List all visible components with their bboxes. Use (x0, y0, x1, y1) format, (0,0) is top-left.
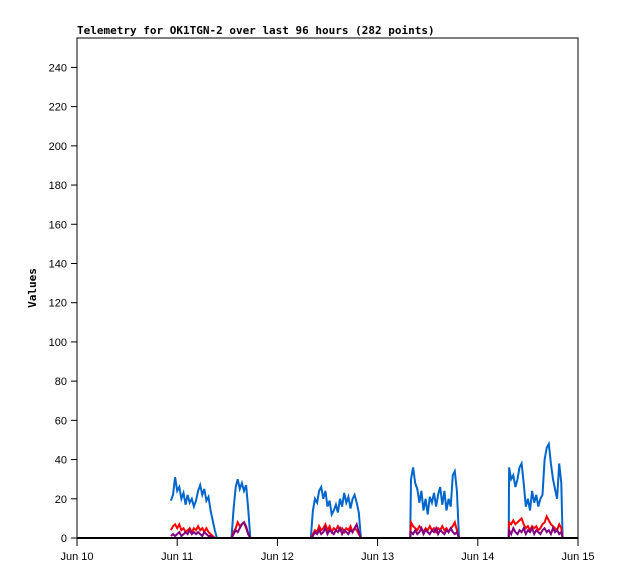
y-axis-label: Values (26, 268, 39, 308)
y-tick-label: 120 (49, 298, 67, 310)
series-line-purple (170, 520, 564, 539)
y-tick-label: 80 (55, 376, 67, 388)
x-tick-label: Jun 15 (561, 551, 594, 563)
y-tick-label: 60 (55, 415, 67, 427)
series-line-blue (169, 440, 564, 539)
y-tick-label: 40 (55, 455, 67, 467)
axis-layer: 0 20 40 60 80 100 120 140 160 180 200 220 240 Jun 10 J… (49, 37, 595, 563)
y-tick-label: 20 (55, 494, 67, 506)
plot-frame (76, 37, 579, 539)
x-tick-label: Jun 11 (161, 551, 193, 563)
y-tick-label: 140 (49, 258, 67, 270)
y-tick-label: 0 (61, 533, 67, 545)
y-tick-label: 200 (49, 141, 67, 153)
x-tick-label: Jun 13 (361, 551, 394, 563)
y-tick-label: 160 (49, 219, 67, 231)
y-tick-label: 220 (49, 102, 67, 114)
y-tick-label: 180 (49, 180, 67, 192)
x-tick-label: Jun 12 (261, 551, 294, 563)
x-tick-label: Jun 14 (461, 551, 494, 563)
chart-title: Telemetry for OK1TGN-2 over last 96 hour… (77, 24, 435, 37)
series-line-red (170, 513, 564, 539)
y-tick-label: 100 (49, 337, 67, 349)
x-tick-label: Jun 10 (60, 551, 93, 563)
series-layer (169, 440, 564, 539)
y-tick-label: 240 (49, 62, 67, 74)
